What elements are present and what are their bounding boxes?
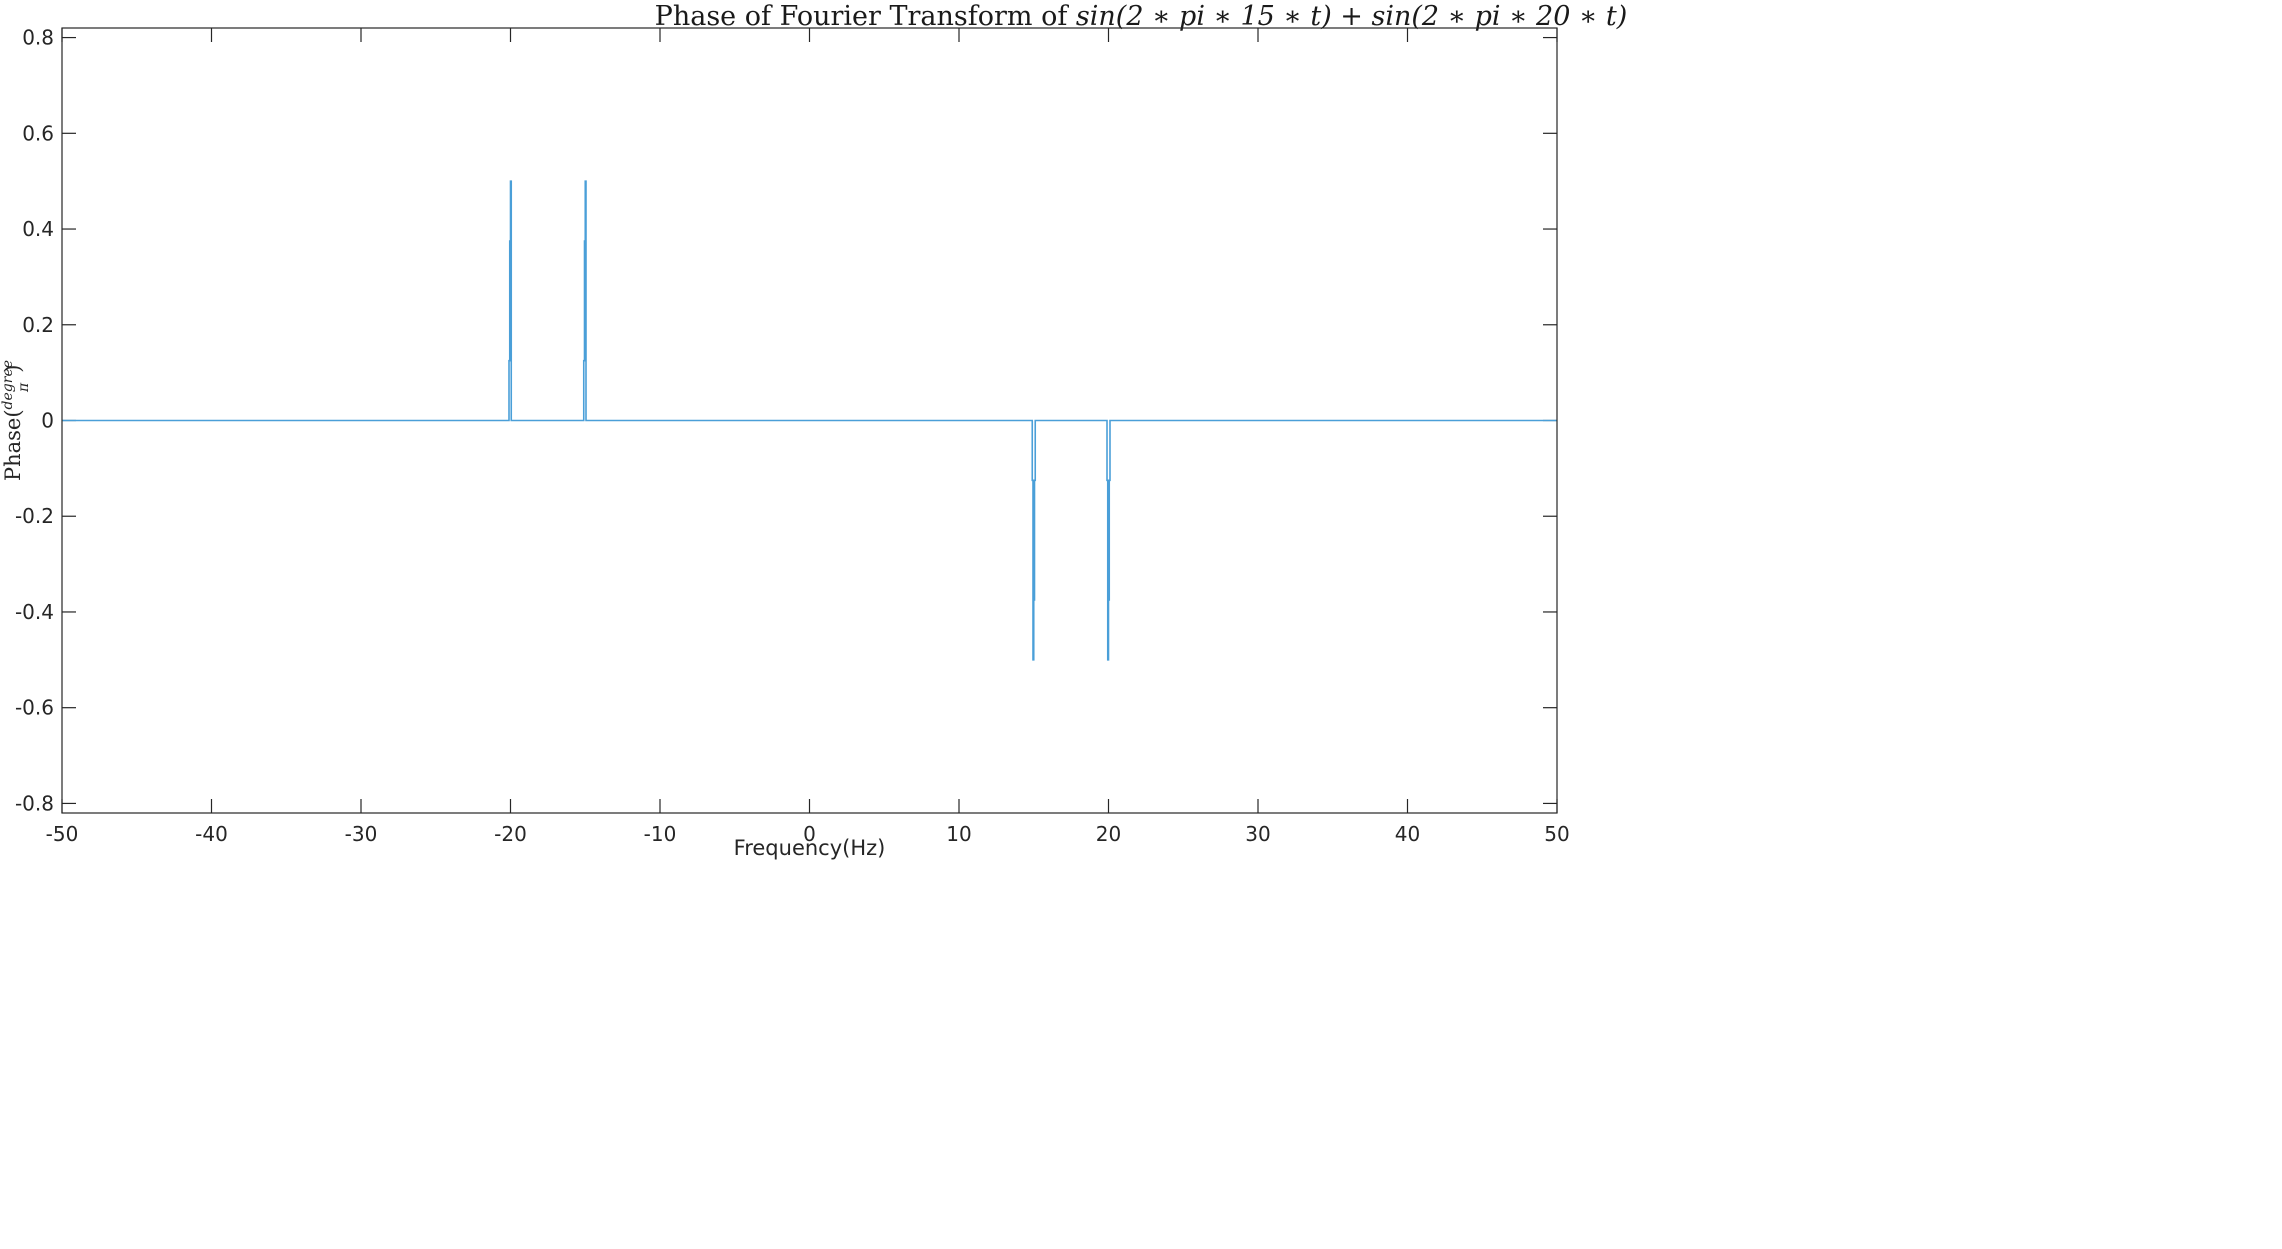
y-axis-label-base: Phase( [1, 409, 25, 481]
x-tick-label: -20 [494, 822, 527, 846]
axes-box [61, 27, 1558, 814]
chart-title-prefix: Phase of Fourier Transform of [654, 1, 1076, 32]
chart-title: Phase of Fourier Transform of sin(2 ∗ pi… [0, 0, 2282, 34]
y-tick-label: 0.6 [22, 121, 54, 145]
x-tick-label: 20 [1096, 822, 1121, 846]
y-tick-label: 0.4 [22, 217, 54, 241]
x-tick-label: 30 [1245, 822, 1270, 846]
y-tick-label: 0.8 [22, 26, 54, 50]
series-line [62, 180, 1557, 661]
x-tick-label: -10 [644, 822, 677, 846]
x-tick-label: -30 [345, 822, 378, 846]
y-axis-label: Phase(degreeπ) [0, 360, 32, 481]
x-axis-label: Frequency(Hz) [734, 836, 886, 860]
y-tick-label: 0.2 [22, 313, 54, 337]
y-tick-label: -0.4 [15, 600, 54, 624]
y-axis-label-numerator: degree [0, 360, 16, 409]
x-tick-label: 40 [1395, 822, 1420, 846]
y-tick-label: -0.6 [15, 696, 54, 720]
y-tick-label: 0 [41, 409, 54, 433]
x-tick-label: 0 [803, 822, 816, 846]
y-axis-label-denominator: π [16, 382, 32, 393]
y-tick-label: -0.8 [15, 791, 54, 815]
chart-title-math: sin(2 ∗ pi ∗ 15 ∗ t) + sin(2 ∗ pi ∗ 20 ∗… [1075, 1, 1628, 32]
y-tick-label: -0.2 [15, 504, 54, 528]
x-tick-label: 50 [1544, 822, 1569, 846]
y-axis-label-close: ) [1, 365, 25, 373]
svg-text:Phase(degreeπ): Phase(degreeπ) [0, 360, 32, 481]
x-tick-label: -40 [195, 822, 228, 846]
x-tick-label: -50 [46, 822, 79, 846]
x-tick-label: 10 [946, 822, 971, 846]
tick-labels-layer: -50 -40 -30 -20 -10 0 10 20 30 40 50 -0.8 -0.6 -0.4 -0… [15, 26, 1570, 846]
